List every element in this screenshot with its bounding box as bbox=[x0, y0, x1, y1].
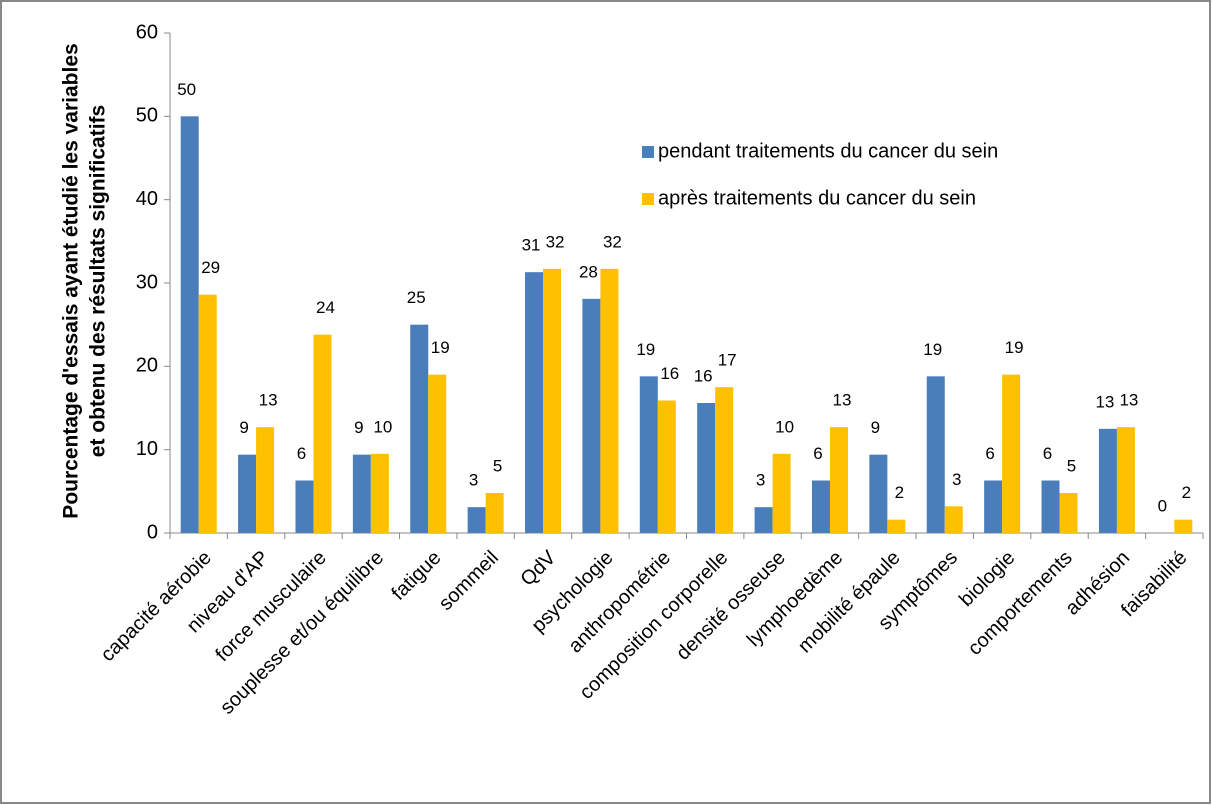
bar bbox=[180, 116, 199, 533]
bar bbox=[485, 493, 504, 533]
value-label: 5 bbox=[1067, 456, 1076, 475]
bar bbox=[772, 453, 791, 533]
bar bbox=[1059, 493, 1078, 533]
y-tick-label: 20 bbox=[136, 355, 158, 377]
bar bbox=[657, 400, 676, 533]
y-axis-title: Pourcentage d'essais ayant étudié les va… bbox=[60, 43, 83, 518]
value-label: 32 bbox=[603, 232, 622, 251]
value-label: 13 bbox=[1119, 391, 1138, 410]
bar bbox=[1002, 374, 1021, 533]
bar bbox=[697, 403, 716, 533]
value-label: 29 bbox=[201, 258, 220, 277]
bar bbox=[926, 376, 945, 533]
value-label: 9 bbox=[239, 418, 248, 437]
value-label: 13 bbox=[1095, 392, 1114, 411]
value-label: 6 bbox=[985, 444, 994, 463]
bar bbox=[984, 480, 1003, 533]
bar bbox=[313, 334, 332, 533]
value-label: 6 bbox=[297, 444, 306, 463]
y-tick-label: 40 bbox=[136, 188, 158, 210]
value-label: 9 bbox=[871, 418, 880, 437]
bar bbox=[869, 454, 888, 533]
bar bbox=[582, 298, 601, 533]
bar bbox=[639, 376, 658, 533]
y-tick-label: 60 bbox=[136, 21, 158, 43]
value-label: 50 bbox=[177, 80, 196, 99]
bar bbox=[887, 519, 906, 533]
value-label: 24 bbox=[316, 298, 335, 317]
legend-swatch bbox=[642, 193, 654, 205]
value-label: 25 bbox=[407, 288, 426, 307]
value-label: 10 bbox=[373, 417, 392, 436]
value-label: 13 bbox=[259, 391, 278, 410]
y-tick-label: 10 bbox=[136, 438, 158, 460]
bar bbox=[352, 454, 371, 533]
bar bbox=[1174, 519, 1193, 533]
bar bbox=[829, 427, 848, 533]
value-label: 19 bbox=[636, 340, 655, 359]
bar bbox=[238, 454, 257, 533]
value-label: 10 bbox=[775, 417, 794, 436]
bar bbox=[410, 324, 429, 533]
bar bbox=[525, 272, 544, 533]
value-label: 19 bbox=[1005, 338, 1024, 357]
value-label: 5 bbox=[493, 456, 502, 475]
bar bbox=[600, 268, 619, 533]
value-label: 19 bbox=[923, 340, 942, 359]
bar bbox=[295, 480, 314, 533]
y-tick-label: 0 bbox=[147, 521, 158, 543]
y-tick-label: 50 bbox=[136, 105, 158, 127]
value-label: 32 bbox=[546, 232, 565, 251]
y-tick-label: 30 bbox=[136, 271, 158, 293]
value-label: 3 bbox=[756, 471, 765, 490]
legend-label: pendant traitements du cancer du sein bbox=[658, 140, 998, 162]
value-label: 2 bbox=[895, 483, 904, 502]
legend-label: après traitements du cancer du sein bbox=[658, 187, 976, 209]
bar bbox=[256, 427, 275, 533]
value-label: 28 bbox=[579, 262, 598, 281]
y-axis-title: et obtenu des résultats significatifs bbox=[87, 105, 110, 457]
value-label: 31 bbox=[522, 236, 541, 255]
bar bbox=[1098, 428, 1117, 533]
value-label: 16 bbox=[694, 366, 713, 385]
value-label: 6 bbox=[1043, 444, 1052, 463]
bar bbox=[1116, 427, 1135, 533]
bar bbox=[944, 506, 963, 533]
value-label: 17 bbox=[718, 351, 737, 370]
bar bbox=[811, 480, 830, 533]
value-label: 3 bbox=[952, 470, 961, 489]
value-label: 0 bbox=[1158, 496, 1167, 515]
bar bbox=[467, 507, 486, 533]
value-label: 3 bbox=[469, 471, 478, 490]
bar bbox=[754, 507, 773, 533]
value-label: 2 bbox=[1182, 483, 1191, 502]
value-label: 9 bbox=[354, 418, 363, 437]
bar bbox=[428, 374, 447, 533]
value-label: 13 bbox=[833, 391, 852, 410]
value-label: 6 bbox=[813, 444, 822, 463]
value-label: 16 bbox=[660, 364, 679, 383]
bar bbox=[715, 387, 734, 533]
bar bbox=[370, 453, 389, 533]
bar bbox=[543, 268, 562, 533]
value-label: 19 bbox=[431, 338, 450, 357]
legend-swatch bbox=[642, 146, 654, 158]
bar bbox=[198, 294, 217, 533]
bar bbox=[1041, 480, 1060, 533]
